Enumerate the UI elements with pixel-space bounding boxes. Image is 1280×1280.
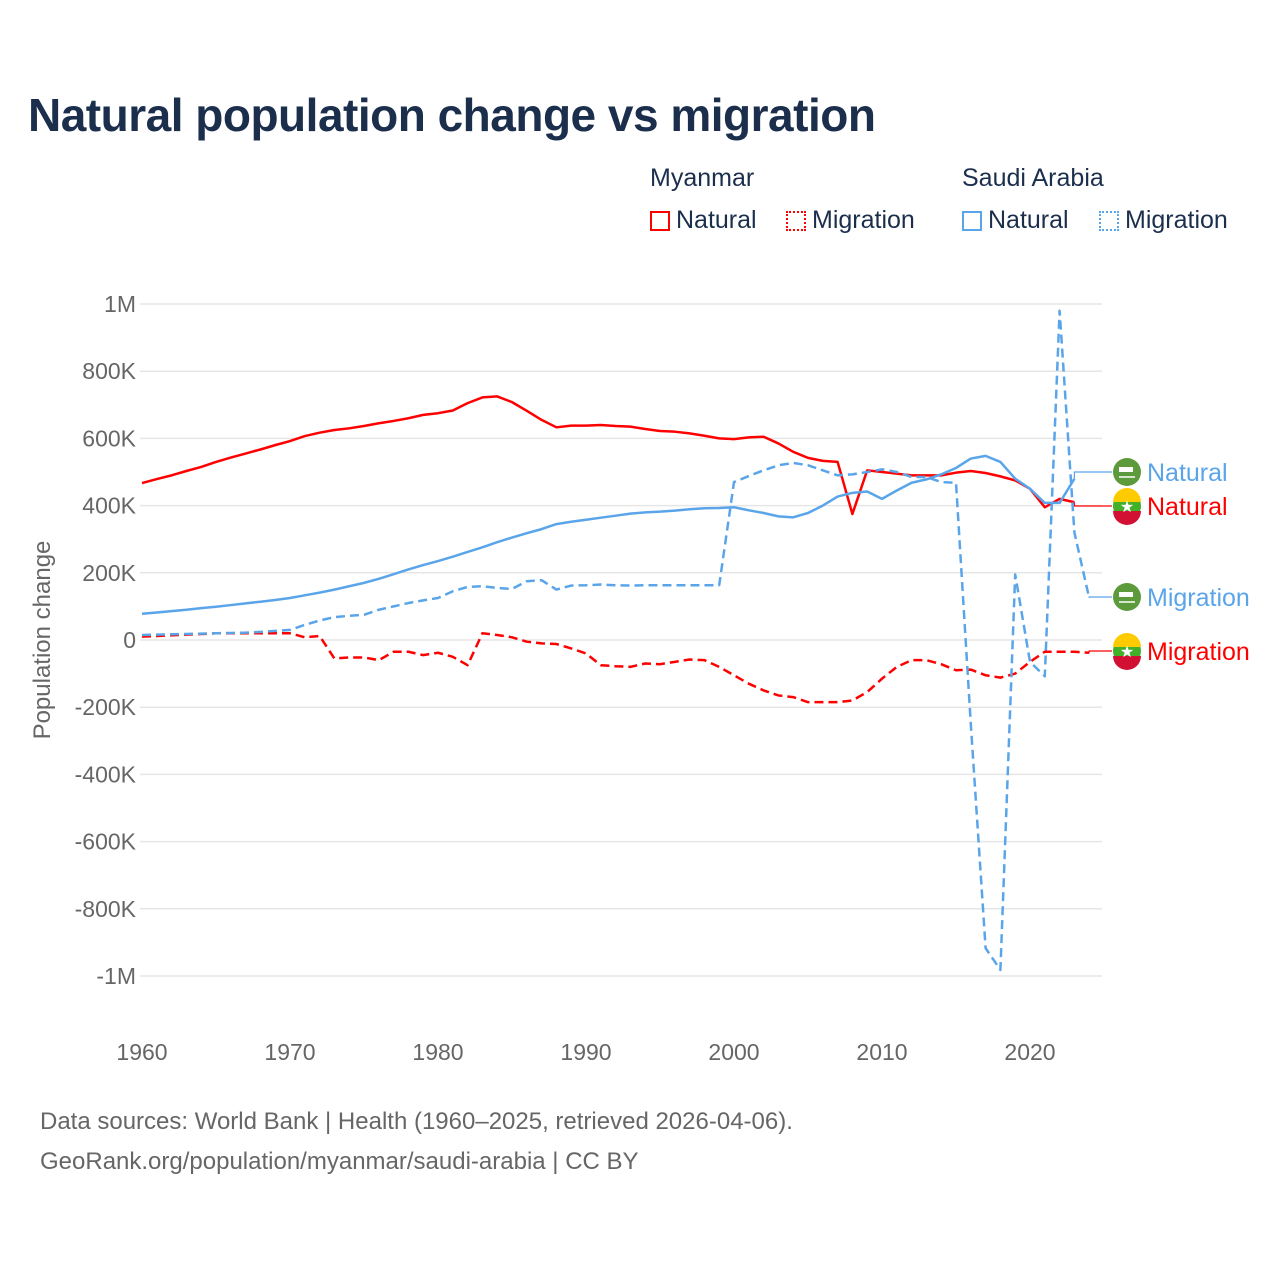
legend-myanmar-migration[interactable]: Migration xyxy=(786,206,915,235)
y-tick-label: 400K xyxy=(82,493,136,519)
x-tick-label: 2010 xyxy=(856,1039,907,1065)
y-tick-label: 1M xyxy=(104,291,136,317)
solid-swatch-icon xyxy=(962,210,982,231)
chart-title: Natural population change vs migration xyxy=(28,89,876,141)
legend-group-saudi-arabia: Saudi Arabia xyxy=(962,164,1104,192)
label-connector xyxy=(1088,596,1112,598)
saudi-flag-icon xyxy=(1113,458,1141,486)
y-tick-label: -400K xyxy=(75,761,137,787)
x-tick-label: 1990 xyxy=(560,1039,611,1065)
y-tick-label: -800K xyxy=(75,896,137,922)
legend-label: Migration xyxy=(812,206,915,234)
y-tick-label: 0 xyxy=(123,627,136,653)
y-axis-label: Population change xyxy=(29,541,56,740)
series-end-label: Natural xyxy=(1147,459,1228,487)
y-tick-label: -600K xyxy=(75,829,137,855)
y-tick-label: -200K xyxy=(75,694,137,720)
x-tick-label: 2000 xyxy=(708,1039,759,1065)
source-line-2[interactable]: GeoRank.org/population/myanmar/saudi-ara… xyxy=(40,1148,639,1175)
source-line-1: Data sources: World Bank | Health (1960–… xyxy=(40,1108,793,1135)
saudi-flag-icon xyxy=(1113,583,1141,611)
x-tick-label: 1970 xyxy=(264,1039,315,1065)
series-line-myanmar-migration[interactable] xyxy=(141,632,1090,704)
label-connector xyxy=(1073,471,1112,479)
legend-saudi-migration[interactable]: Migration xyxy=(1099,206,1228,235)
y-tick-label: 200K xyxy=(82,560,136,586)
dotted-swatch-icon xyxy=(1099,210,1119,231)
y-tick-label: 800K xyxy=(82,358,136,384)
series-end-label: Natural xyxy=(1147,493,1228,521)
y-tick-label: -1M xyxy=(96,963,136,989)
dotted-swatch-icon xyxy=(786,210,806,231)
legend-myanmar-natural[interactable]: Natural xyxy=(650,206,757,235)
myanmar-flag-icon: ★ xyxy=(1113,633,1141,670)
series-line-myanmar-natural[interactable] xyxy=(141,395,1075,516)
legend-label: Migration xyxy=(1125,206,1228,234)
legend-group-myanmar: Myanmar xyxy=(650,164,755,192)
legend-label: Natural xyxy=(988,206,1069,234)
x-tick-label: 1980 xyxy=(412,1039,463,1065)
svg-text:★: ★ xyxy=(1120,499,1134,516)
myanmar-flag-icon: ★ xyxy=(1113,488,1141,525)
series-end-label: Migration xyxy=(1147,638,1250,666)
x-tick-label: 1960 xyxy=(116,1039,167,1065)
series-end-label: Migration xyxy=(1147,584,1250,612)
label-connector xyxy=(1088,650,1112,653)
legend-label: Natural xyxy=(676,206,757,234)
legend-saudi-natural[interactable]: Natural xyxy=(962,206,1069,235)
series-line-saudi-arabia-migration[interactable] xyxy=(141,309,1091,972)
series-line-saudi-arabia-natural[interactable] xyxy=(141,454,1076,616)
label-connector xyxy=(1073,502,1112,507)
solid-swatch-icon xyxy=(650,210,670,231)
svg-text:★: ★ xyxy=(1120,644,1134,661)
x-tick-label: 2020 xyxy=(1004,1039,1055,1065)
y-tick-label: 600K xyxy=(82,425,136,451)
